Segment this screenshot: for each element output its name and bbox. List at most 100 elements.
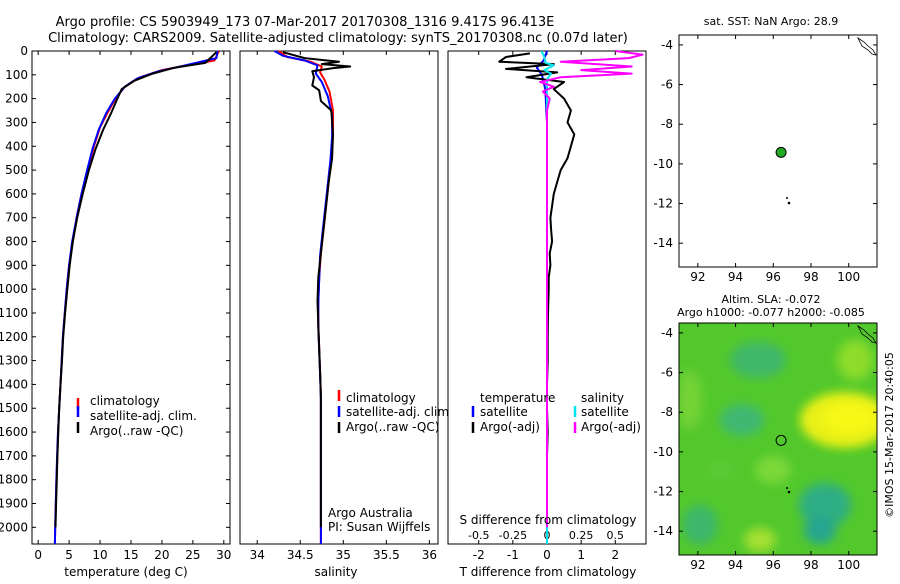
x-tick-label: 1 (577, 548, 585, 562)
depth-tick-label: 1900 (0, 497, 28, 511)
difference-series (498, 50, 644, 544)
legend-title-salinity: salinity (581, 391, 624, 405)
depth-tick-label: 1100 (0, 306, 28, 320)
sst-map-axes: 92 94 96 98 100 -4 -6 -8 -10 -12 -14 (653, 35, 877, 284)
map-x-tick-label: 92 (690, 270, 705, 284)
x-tick-label: 34 (250, 548, 265, 562)
title-line-2: Climatology: CARS2009. Satellite-adjuste… (48, 31, 628, 46)
x-tick-label: 0 (543, 548, 551, 562)
x-tick-label: 10 (92, 548, 107, 562)
sst-map-markers (775, 146, 787, 158)
x-tick-label: 30 (216, 548, 231, 562)
map-x-tick-label: 100 (837, 270, 860, 284)
salinity-legend: climatology satellite-adj. clim. Argo(..… (337, 390, 453, 434)
salinity-axes-frame (239, 50, 439, 545)
temperature-series (53, 50, 220, 545)
temperature-x-axis: 0 5 10 15 20 25 30 (34, 51, 231, 562)
x-tick-label: 2 (611, 548, 619, 562)
depth-tick-label: 400 (5, 139, 28, 153)
map-y-tick-label: -6 (661, 366, 673, 380)
island (786, 487, 788, 489)
legend-label: climatology (346, 391, 416, 405)
map-x-tick-label: 96 (766, 270, 781, 284)
salinity-series (273, 50, 352, 544)
map-y-tick-label: -4 (661, 326, 673, 340)
sst-map-title: sat. SST: NaN Argo: 28.9 (704, 15, 838, 28)
legend-label: Argo(..raw -QC) (346, 420, 439, 434)
depth-tick-label: 1200 (0, 330, 28, 344)
map-y-tick-label: -10 (653, 157, 673, 171)
legend-label: satellite (480, 405, 528, 419)
imos-credit: ©IMOS 15-Mar-2017 20:40:05 (883, 352, 896, 518)
sla-map-panel: Altim. SLA: -0.072 Argo h1000: -0.077 h2… (653, 293, 878, 572)
map-y-tick-label: -10 (653, 445, 673, 459)
sla-map-title-1: Altim. SLA: -0.072 (721, 293, 820, 306)
depth-tick-label: 800 (5, 235, 28, 249)
x-tick-label: 20 (154, 548, 169, 562)
map-x-tick-label: 92 (690, 558, 705, 572)
depth-tick-label: 1600 (0, 425, 28, 439)
argo-float-marker (775, 146, 787, 158)
s-tick-label: 0.25 (569, 529, 594, 542)
series-line-argo-raw-qc- (54, 51, 218, 528)
x-tick-label: 0 (34, 548, 42, 562)
salinity-xlabel: salinity (314, 565, 357, 579)
x-tick-label: 35.5 (373, 548, 400, 562)
depth-tick-label: 200 (5, 92, 28, 106)
island (786, 197, 788, 199)
x-tick-label: 25 (185, 548, 200, 562)
t-difference-xlabel: T difference from climatology (459, 565, 637, 579)
map-x-tick-label: 98 (803, 558, 818, 572)
argo-float-marker (775, 434, 787, 446)
x-tick-label: -2 (473, 548, 485, 562)
legend-label: satellite-adj. clim. (90, 409, 197, 423)
depth-tick-label: 1300 (0, 354, 28, 368)
x-tick-label: 36 (422, 548, 437, 562)
depth-tick-label: 600 (5, 187, 28, 201)
depth-tick-label: 2000 (0, 520, 28, 534)
depth-tick-label: 1500 (0, 401, 28, 415)
sla-heatmap (679, 323, 877, 555)
depth-tick-label: 1700 (0, 449, 28, 463)
difference-legend: temperature satellite Argo(-adj) salinit… (471, 391, 641, 434)
annotation-line-2: PI: Susan Wijffels (328, 520, 430, 534)
map-x-tick-label: 98 (803, 270, 818, 284)
s-tick-label: -0.25 (499, 529, 527, 542)
island (787, 201, 791, 205)
map-y-tick-label: -14 (653, 236, 673, 250)
depth-tick-label: 700 (5, 211, 28, 225)
legend-title-temperature: temperature (480, 391, 555, 405)
temperature-axes-frame (31, 50, 231, 545)
map-x-tick-label: 94 (728, 270, 743, 284)
x-tick-label: 15 (123, 548, 138, 562)
s-difference-label: S difference from climatology (460, 513, 637, 527)
island (787, 490, 791, 494)
s-tick-label: -0.5 (468, 529, 489, 542)
coastline (856, 36, 877, 56)
difference-panel: -2 -1 0 1 2 -0.5 -0.25 0 0.25 0.5 S difference f… (447, 50, 647, 579)
x-tick-label: 34.5 (287, 548, 314, 562)
depth-tick-label: 0 (20, 44, 28, 58)
legend-label: Argo(-adj) (581, 420, 641, 434)
coastline (856, 324, 877, 344)
s-tick-label: 0.5 (607, 529, 625, 542)
map-y-tick-label: -8 (661, 405, 673, 419)
sst-map-panel: sat. SST: NaN Argo: 28.9 92 94 96 98 100 -4 -6… (653, 15, 878, 284)
map-x-tick-label: 100 (837, 558, 860, 572)
map-y-tick-label: -12 (653, 197, 673, 211)
map-y-tick-label: -12 (653, 485, 673, 499)
sla-map-title-2: Argo h1000: -0.077 h2000: -0.085 (677, 306, 865, 319)
t-difference-x-axis: -2 -1 0 1 2 (473, 540, 619, 562)
map-y-tick-label: -14 (653, 524, 673, 538)
legend-label: Argo(-adj) (480, 420, 540, 434)
depth-tick-label: 1000 (0, 282, 28, 296)
depth-tick-label: 500 (5, 163, 28, 177)
depth-tick-label: 300 (5, 115, 28, 129)
series-line-s-argo-adj- (539, 50, 644, 528)
annotation-line-1: Argo Australia (328, 506, 413, 520)
legend-label: climatology (90, 394, 160, 408)
salinity-panel: 34 34.5 35 35.5 36 salinity climatology sate… (239, 50, 453, 579)
depth-tick-label: 1800 (0, 473, 28, 487)
